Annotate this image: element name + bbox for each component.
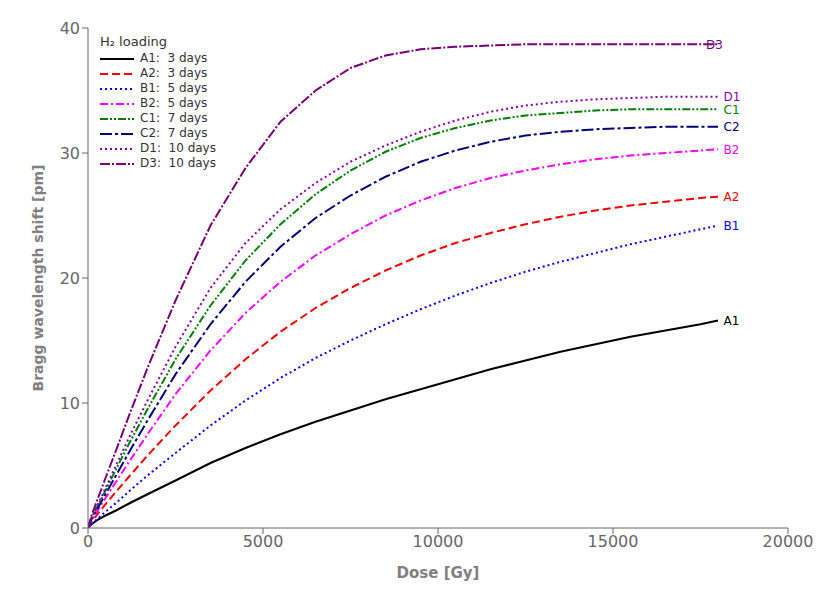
- svg-text:B2: B2: [724, 143, 740, 157]
- html-text:A2: 3 days: A2: 3 days: [140, 66, 208, 80]
- svg-text:A2: A2: [724, 190, 740, 204]
- html-text:D3: 10 days: D3: 10 days: [140, 156, 216, 170]
- html-text:D1: 10 days: D1: 10 days: [140, 141, 216, 155]
- svg-text:40: 40: [60, 19, 80, 38]
- html-text:C2: 7 days: C2: 7 days: [140, 126, 208, 140]
- svg-text:C1: C1: [724, 103, 740, 117]
- html-text:C1: 7 days: C1: 7 days: [140, 111, 208, 125]
- svg-text:20000: 20000: [763, 532, 814, 551]
- svg-text:D3: D3: [706, 38, 723, 52]
- svg-text:D1: D1: [724, 90, 741, 104]
- html-text:A1: 3 days: A1: 3 days: [140, 51, 208, 65]
- svg-text:20: 20: [60, 269, 80, 288]
- html-text:H₂ loading: H₂ loading: [100, 34, 167, 49]
- svg-text:0: 0: [83, 532, 93, 551]
- html-text:B1: 5 days: B1: 5 days: [140, 81, 208, 95]
- svg-text:10000: 10000: [413, 532, 464, 551]
- svg-text:Dose [Gy]: Dose [Gy]: [397, 564, 480, 582]
- svg-text:15000: 15000: [588, 532, 639, 551]
- svg-text:10: 10: [60, 394, 80, 413]
- svg-text:B1: B1: [724, 219, 740, 233]
- svg-text:Bragg wavelength shift [pm]: Bragg wavelength shift [pm]: [30, 165, 46, 392]
- svg-text:0: 0: [70, 519, 80, 538]
- svg-text:C2: C2: [724, 120, 740, 134]
- svg-text:5000: 5000: [243, 532, 284, 551]
- svg-text:30: 30: [60, 144, 80, 163]
- html-text:B2: 5 days: B2: 5 days: [140, 96, 208, 110]
- svg-text:A1: A1: [724, 314, 740, 328]
